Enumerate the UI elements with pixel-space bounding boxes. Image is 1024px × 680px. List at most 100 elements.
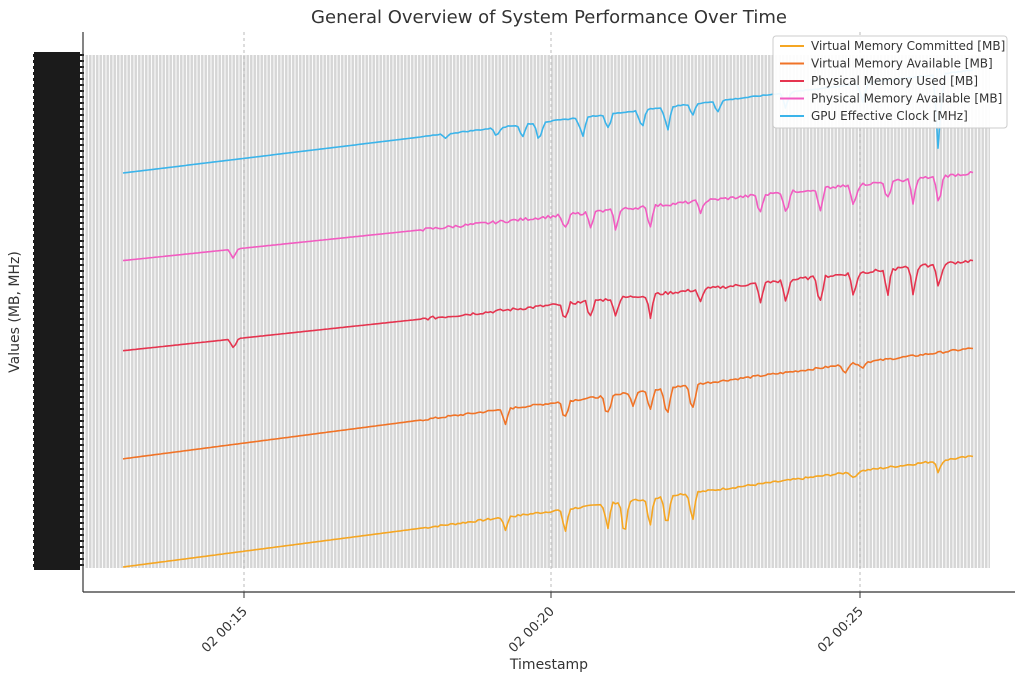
y-tick-mark bbox=[33, 468, 37, 471]
y-tick-mark bbox=[33, 318, 37, 321]
y-tick-mark bbox=[33, 366, 37, 369]
y-tick-mark bbox=[33, 330, 37, 333]
legend-label: Virtual Memory Available [MB] bbox=[811, 57, 993, 71]
series-line-0 bbox=[122, 455, 974, 568]
y-tick-mark bbox=[78, 168, 84, 170]
y-tick-mark bbox=[78, 240, 84, 242]
y-tick-mark bbox=[33, 150, 37, 153]
y-tick-mark bbox=[33, 234, 37, 237]
y-tick-mark bbox=[33, 114, 37, 117]
y-tick-mark bbox=[33, 108, 37, 111]
y-tick-mark bbox=[78, 432, 84, 434]
y-tick-mark bbox=[33, 348, 37, 351]
y-tick-mark bbox=[78, 438, 84, 440]
y-tick-mark bbox=[78, 138, 84, 140]
y-tick-mark bbox=[78, 540, 84, 542]
series-line-1 bbox=[122, 347, 974, 460]
y-tick-mark bbox=[33, 72, 37, 75]
y-tick-mark bbox=[78, 96, 84, 98]
y-tick-mark bbox=[78, 180, 84, 182]
y-tick-mark bbox=[33, 174, 37, 177]
y-tick-mark bbox=[33, 336, 37, 339]
y-tick-mark bbox=[78, 90, 84, 92]
legend-label: Virtual Memory Committed [MB] bbox=[811, 39, 1005, 53]
y-tick-mark bbox=[33, 372, 37, 375]
y-tick-mark bbox=[78, 312, 84, 314]
y-tick-mark bbox=[78, 384, 84, 386]
y-tick-mark bbox=[78, 78, 84, 80]
x-tick-label: 02 00:15 bbox=[199, 604, 251, 656]
y-tick-mark bbox=[33, 474, 37, 477]
y-tick-mark bbox=[78, 108, 84, 110]
y-axis-label: Values (MB, MHz) bbox=[7, 251, 23, 373]
y-tick-mark bbox=[33, 54, 37, 57]
y-tick-mark bbox=[33, 540, 37, 543]
legend-box bbox=[772, 35, 1008, 129]
y-tick-mark bbox=[33, 84, 37, 87]
y-tick-mark bbox=[78, 510, 84, 512]
y-tick-mark bbox=[78, 174, 84, 176]
y-tick-mark bbox=[33, 264, 37, 267]
y-tick-mark bbox=[33, 168, 37, 171]
y-tick-mark bbox=[33, 558, 37, 561]
y-tick-clutter bbox=[33, 52, 84, 570]
y-tick-mark bbox=[33, 276, 37, 279]
y-tick-mark bbox=[78, 492, 84, 494]
y-tick-mark bbox=[33, 294, 37, 297]
y-tick-mark bbox=[78, 522, 84, 524]
y-tick-mark bbox=[33, 270, 37, 273]
y-tick-mark bbox=[33, 564, 37, 567]
y-tick-mark bbox=[78, 270, 84, 272]
y-tick-mark bbox=[33, 252, 37, 255]
y-tick-mark bbox=[33, 144, 37, 147]
y-tick-mark bbox=[78, 222, 84, 224]
y-tick-mark bbox=[78, 204, 84, 206]
y-tick-mark bbox=[78, 144, 84, 146]
y-tick-mark bbox=[78, 114, 84, 116]
y-tick-mark bbox=[33, 312, 37, 315]
y-tick-mark bbox=[33, 138, 37, 141]
y-tick-mark bbox=[78, 354, 84, 356]
plot-area bbox=[85, 55, 990, 568]
y-tick-mark bbox=[78, 372, 84, 374]
y-tick-mark bbox=[33, 390, 37, 393]
y-tick-mark bbox=[78, 450, 84, 452]
y-tick-mark bbox=[78, 444, 84, 446]
y-tick-mark bbox=[78, 360, 84, 362]
y-tick-mark bbox=[78, 390, 84, 392]
y-tick-mark bbox=[33, 306, 37, 309]
legend-label: Physical Memory Available [MB] bbox=[811, 92, 1002, 106]
y-tick-mark bbox=[33, 462, 37, 465]
y-tick-mark bbox=[33, 258, 37, 261]
y-tick-mark bbox=[78, 264, 84, 266]
y-tick-mark bbox=[78, 324, 84, 326]
y-tick-mark bbox=[33, 438, 37, 441]
y-tick-mark bbox=[78, 564, 84, 566]
y-tick-mark bbox=[78, 294, 84, 296]
y-tick-mark bbox=[33, 402, 37, 405]
series-line-3 bbox=[122, 171, 974, 262]
y-tick-mark bbox=[78, 102, 84, 104]
y-tick-mark bbox=[33, 102, 37, 105]
y-tick-mark bbox=[78, 558, 84, 560]
y-tick-mark bbox=[33, 498, 37, 501]
y-tick-mark bbox=[78, 192, 84, 194]
y-tick-mark bbox=[78, 120, 84, 122]
y-tick-mark bbox=[78, 504, 84, 506]
legend-label: Physical Memory Used [MB] bbox=[811, 74, 978, 88]
y-tick-mark bbox=[33, 96, 37, 99]
y-tick-mark bbox=[78, 258, 84, 260]
y-tick-mark bbox=[78, 252, 84, 254]
y-tick-mark bbox=[78, 468, 84, 470]
y-tick-mark bbox=[33, 360, 37, 363]
y-tick-mark bbox=[78, 60, 84, 62]
y-tick-mark bbox=[33, 156, 37, 159]
y-tick-mark bbox=[33, 222, 37, 225]
legend: Virtual Memory Committed [MB] Virtual Mem… bbox=[772, 35, 1008, 129]
y-tick-mark bbox=[33, 60, 37, 63]
y-tick-mark bbox=[78, 300, 84, 302]
y-tick-mark bbox=[78, 408, 84, 410]
y-tick-mark bbox=[33, 180, 37, 183]
y-tick-mark bbox=[33, 378, 37, 381]
